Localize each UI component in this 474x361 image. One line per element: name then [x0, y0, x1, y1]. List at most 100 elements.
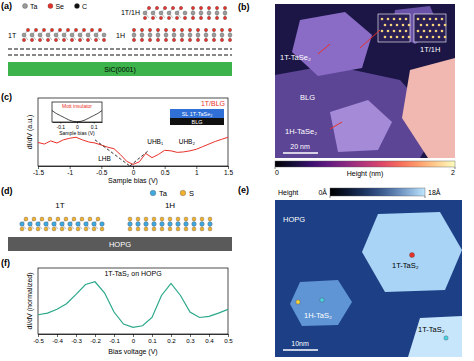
- legend-label: Ta: [30, 3, 38, 10]
- colorbar-label: Height (nm): [347, 170, 384, 178]
- x-tick: -0.4: [52, 334, 63, 344]
- atom: [58, 28, 61, 31]
- x-tick: 0.3: [186, 334, 195, 344]
- region-label: 1T-TaSe₂: [280, 53, 311, 62]
- atom: [54, 33, 58, 37]
- atom: [70, 33, 74, 37]
- atom: [196, 28, 199, 31]
- atom: [20, 222, 25, 227]
- atom: [183, 11, 187, 15]
- atom: [78, 38, 81, 41]
- atom: [60, 222, 65, 227]
- atom: [192, 217, 196, 221]
- atom: [151, 16, 154, 19]
- atom: [228, 38, 231, 41]
- atom: [192, 222, 197, 227]
- atom: [199, 16, 202, 19]
- tip-position: [410, 253, 415, 258]
- atom: [92, 227, 96, 231]
- x-tick-label: 0.5: [161, 169, 170, 176]
- lattice-dot: [384, 24, 387, 27]
- atom: [144, 222, 149, 227]
- atom: [143, 16, 146, 19]
- island-1h: [290, 280, 352, 326]
- lattice-dot: [408, 36, 411, 39]
- legend-label: Ta: [159, 189, 168, 198]
- atom: [152, 222, 157, 227]
- plot-frame: [38, 268, 228, 334]
- lattice-dot: [396, 36, 399, 39]
- atom: [86, 38, 89, 41]
- atom: [172, 38, 175, 41]
- lattice-dot: [390, 36, 393, 39]
- inset-image: [378, 14, 410, 42]
- colorbar-frame: [330, 188, 425, 196]
- series-line: [38, 282, 228, 328]
- atom: [68, 222, 73, 227]
- lattice-dot: [405, 30, 408, 33]
- atom: [188, 33, 192, 37]
- atom: [102, 33, 106, 37]
- x-tick: 0.5: [224, 334, 233, 344]
- x-tick: -0.5: [96, 166, 108, 176]
- colorbar-frame: [275, 161, 455, 167]
- atom: [28, 227, 32, 231]
- atom: [128, 227, 132, 231]
- atom: [215, 6, 218, 9]
- lattice-dot: [387, 30, 390, 33]
- colorbar-label: Height: [278, 189, 298, 197]
- legend-swatch: [150, 190, 156, 196]
- atom: [196, 38, 199, 41]
- atom: [164, 38, 167, 41]
- phase-label: 1T: [55, 201, 64, 210]
- x-tick-label: 0.2: [167, 337, 176, 344]
- atom: [172, 28, 175, 31]
- atom: [143, 11, 147, 15]
- atom: [180, 28, 183, 31]
- atom: [128, 222, 133, 227]
- lattice-dot: [444, 24, 447, 27]
- legend-swatch: [23, 4, 28, 9]
- plot-marks: [38, 137, 228, 166]
- x-axis: -0.5-0.4-0.3-0.2-0.100.10.20.30.40.5: [33, 334, 233, 344]
- x-tick-label: 1.5: [224, 169, 233, 176]
- atom: [38, 38, 41, 41]
- legend-label: S: [189, 189, 194, 198]
- atom: [34, 28, 37, 31]
- atom: [184, 217, 188, 221]
- atom: [215, 11, 219, 15]
- atom: [56, 217, 60, 221]
- atom: [175, 16, 178, 19]
- lattice-dot: [399, 18, 402, 21]
- atom: [199, 11, 203, 15]
- atom: [66, 28, 69, 31]
- atom: [22, 33, 26, 37]
- series-line: [38, 137, 228, 164]
- atom: [68, 227, 72, 231]
- atom: [176, 217, 180, 221]
- chart-0: -1.5-1-0.500.511.5LHBUHB₁UHB₂Sample bias…: [26, 98, 233, 185]
- lattice-dot: [381, 18, 384, 21]
- atom: [151, 11, 155, 15]
- atom: [223, 11, 227, 15]
- x-tick: 0.4: [205, 334, 214, 344]
- atom: [180, 38, 183, 41]
- atom: [46, 38, 49, 41]
- lattice-dot: [432, 36, 435, 39]
- atom: [32, 217, 36, 221]
- lattice-dot: [444, 36, 447, 39]
- atom: [172, 33, 176, 37]
- lattice-dot: [393, 18, 396, 21]
- lattice-dot: [432, 24, 435, 27]
- schematic-label: BLG: [191, 119, 202, 125]
- terrace-1t1h: [402, 58, 455, 158]
- phase-label: 1T/1H: [121, 9, 140, 16]
- atom: [207, 16, 210, 19]
- colorbar-tick: [330, 196, 331, 198]
- x-axis-title: Sample bias (V): [108, 177, 158, 185]
- atom: [164, 28, 167, 31]
- atom: [92, 222, 97, 227]
- atom: [159, 16, 162, 19]
- atom: [20, 227, 24, 231]
- x-tick: -0.1: [109, 334, 120, 344]
